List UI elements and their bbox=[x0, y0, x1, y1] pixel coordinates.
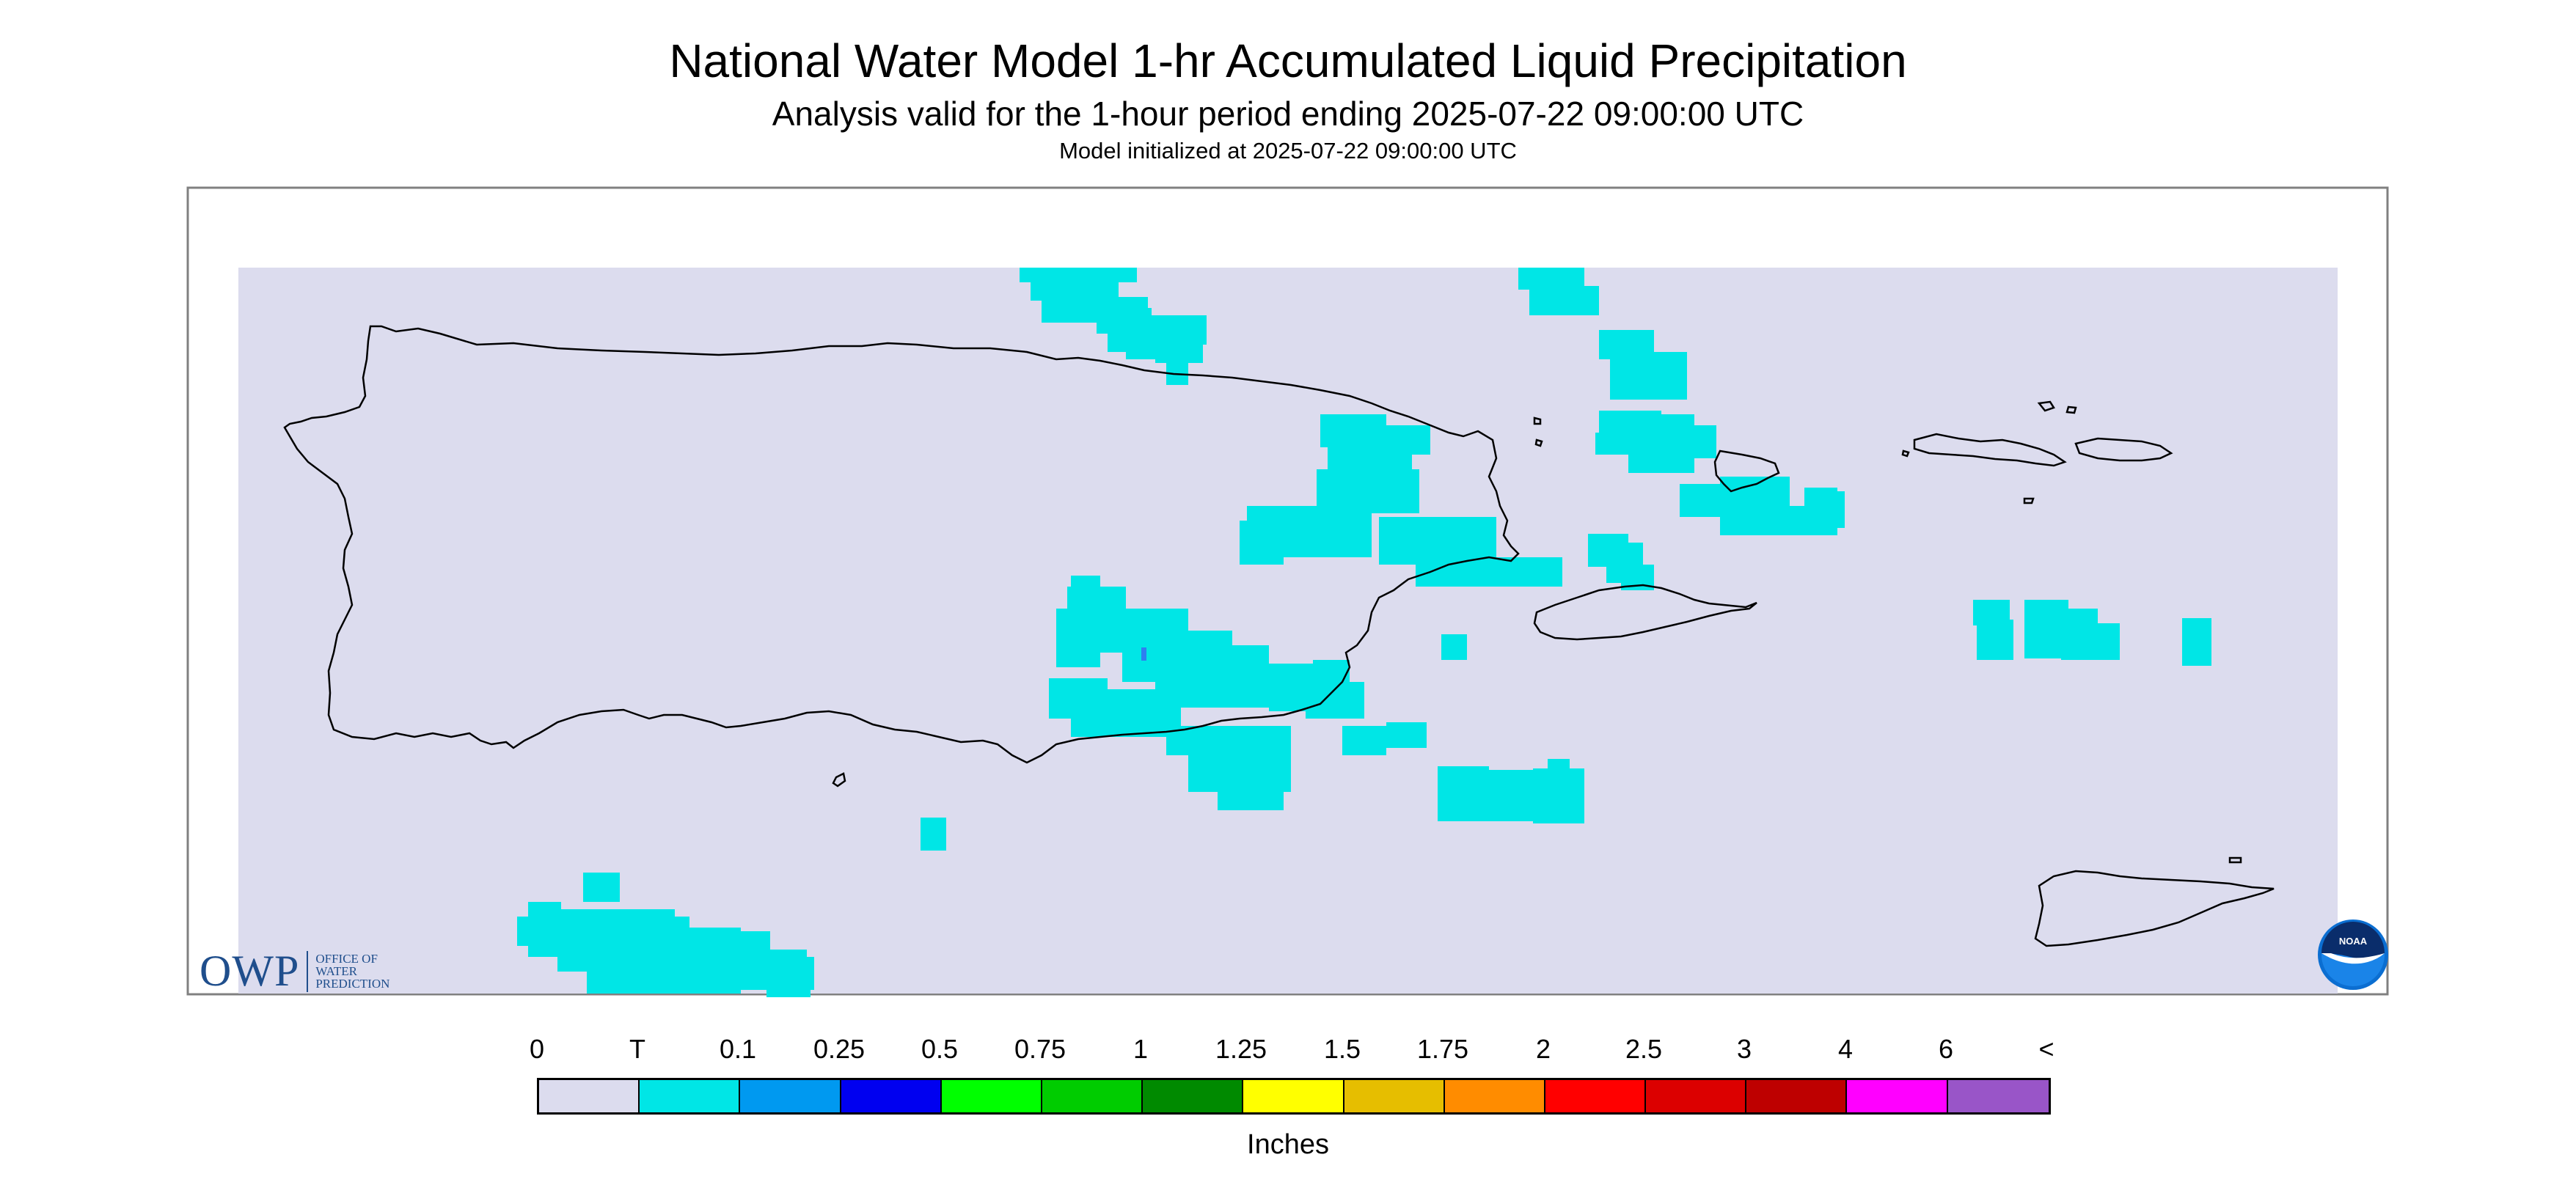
precip-cell bbox=[1628, 414, 1694, 473]
st-croix-cay bbox=[2228, 856, 2242, 864]
precip-cell bbox=[1529, 286, 1599, 315]
vi-cay-1 bbox=[1901, 449, 1910, 458]
owp-mark: OWP bbox=[200, 947, 300, 995]
precip-cell bbox=[1386, 722, 1427, 748]
legend-label: 1 bbox=[1133, 1034, 1149, 1064]
cay-1 bbox=[1533, 416, 1542, 425]
legend-swatch bbox=[1746, 1080, 1848, 1112]
legend-label: 0.5 bbox=[921, 1034, 959, 1064]
cay-2 bbox=[1534, 438, 1543, 447]
precip-cell bbox=[1977, 620, 2013, 660]
legend-swatch bbox=[941, 1080, 1042, 1112]
legend-labels: 0 T 0.1 0.25 0.5 0.75 1 1.25 1.5 1.75 2 … bbox=[530, 1034, 2054, 1071]
legend-swatch bbox=[841, 1080, 942, 1112]
precip-cell bbox=[1441, 634, 1467, 660]
precip-cell bbox=[1218, 664, 1269, 708]
legend-label: 4 bbox=[1837, 1034, 1854, 1064]
precip-cell bbox=[1826, 491, 1845, 528]
precip-cell bbox=[2182, 618, 2211, 666]
precip-cell bbox=[1496, 557, 1562, 587]
precip-cell bbox=[1269, 726, 1291, 792]
precip-cell bbox=[557, 950, 601, 972]
precip-cell bbox=[1056, 638, 1100, 667]
legend-swatch bbox=[1344, 1080, 1445, 1112]
precip-cell bbox=[1379, 517, 1445, 565]
precip-cell bbox=[1071, 689, 1181, 737]
chart-title: National Water Model 1-hr Accumulated Li… bbox=[669, 34, 1907, 87]
precip-cell bbox=[1610, 352, 1687, 400]
legend-swatch bbox=[1847, 1080, 1948, 1112]
vi-cay-4 bbox=[2023, 497, 2035, 504]
legend-swatch bbox=[640, 1080, 741, 1112]
legend-label: 1.75 bbox=[1416, 1034, 1469, 1064]
noaa-logo-text: NOAA bbox=[2339, 936, 2368, 947]
culebra-coast bbox=[1713, 449, 1780, 493]
precip-cell bbox=[1548, 759, 1570, 777]
coastlines bbox=[283, 325, 2275, 947]
puerto-rico-coast bbox=[283, 325, 1520, 764]
precip-cell bbox=[1687, 425, 1716, 458]
legend-swatch bbox=[1042, 1080, 1144, 1112]
legend-swatch bbox=[1545, 1080, 1647, 1112]
legend-label: 1.25 bbox=[1215, 1034, 1267, 1064]
chart-subtitle: Analysis valid for the 1-hour period end… bbox=[772, 95, 1804, 133]
precip-cell bbox=[557, 909, 675, 939]
legend-label: T bbox=[629, 1034, 645, 1064]
precip-cells bbox=[517, 268, 2211, 997]
noaa-logo-icon: NOAA bbox=[2318, 919, 2388, 990]
legend-label: 6 bbox=[1938, 1034, 1954, 1064]
legend-label: < bbox=[2038, 1034, 2054, 1064]
model-domain bbox=[238, 268, 2338, 994]
vi-cay-2 bbox=[2037, 400, 2055, 412]
legend-label: 1.5 bbox=[1323, 1034, 1361, 1064]
legend-colorbar bbox=[537, 1078, 2051, 1115]
model-init-text: Model initialized at 2025-07-22 09:00:00… bbox=[1059, 138, 1517, 164]
mona-fragment bbox=[832, 772, 846, 788]
precip-cell bbox=[766, 979, 811, 997]
owp-text: OFFICE OF WATER PREDICTION bbox=[315, 952, 390, 991]
st-john-coast bbox=[2074, 437, 2173, 462]
precip-cell bbox=[1071, 576, 1100, 598]
legend-swatch bbox=[740, 1080, 841, 1112]
precip-cell-heavier bbox=[1141, 647, 1146, 661]
precip-cell bbox=[1533, 768, 1584, 823]
legend-swatch bbox=[1646, 1080, 1747, 1112]
st-thomas-coast bbox=[1913, 433, 2067, 467]
precip-cell bbox=[2098, 623, 2120, 660]
precip-cell bbox=[1166, 352, 1188, 385]
precip-cell bbox=[1306, 682, 1364, 719]
vieques-coast bbox=[1533, 584, 1757, 641]
precip-cell bbox=[1240, 521, 1284, 565]
legend-swatch bbox=[1243, 1080, 1344, 1112]
owp-logo: OWP OFFICE OF WATER PREDICTION bbox=[200, 946, 389, 996]
legend-label: 0.25 bbox=[813, 1034, 866, 1064]
legend-swatch bbox=[1444, 1080, 1545, 1112]
legend-label: 0 bbox=[529, 1034, 545, 1064]
precip-cell bbox=[1342, 726, 1386, 755]
legend-units: Inches bbox=[1247, 1129, 1329, 1160]
precip-cell bbox=[583, 873, 620, 902]
legend-label: 0.1 bbox=[719, 1034, 757, 1064]
legend-swatch bbox=[1947, 1080, 2049, 1112]
legend-label: 0.75 bbox=[1014, 1034, 1066, 1064]
precip-cell bbox=[1126, 334, 1155, 359]
precip-cell bbox=[921, 818, 946, 851]
legend-label: 3 bbox=[1736, 1034, 1752, 1064]
vi-cay-3 bbox=[2065, 405, 2077, 414]
legend-swatch bbox=[1143, 1080, 1244, 1112]
legend-swatch bbox=[539, 1080, 640, 1112]
precip-cell bbox=[1760, 506, 1812, 535]
st-croix-coast bbox=[2034, 870, 2275, 947]
legend-label: 2.5 bbox=[1625, 1034, 1663, 1064]
precip-cell bbox=[2061, 609, 2098, 660]
legend-label: 2 bbox=[1535, 1034, 1551, 1064]
